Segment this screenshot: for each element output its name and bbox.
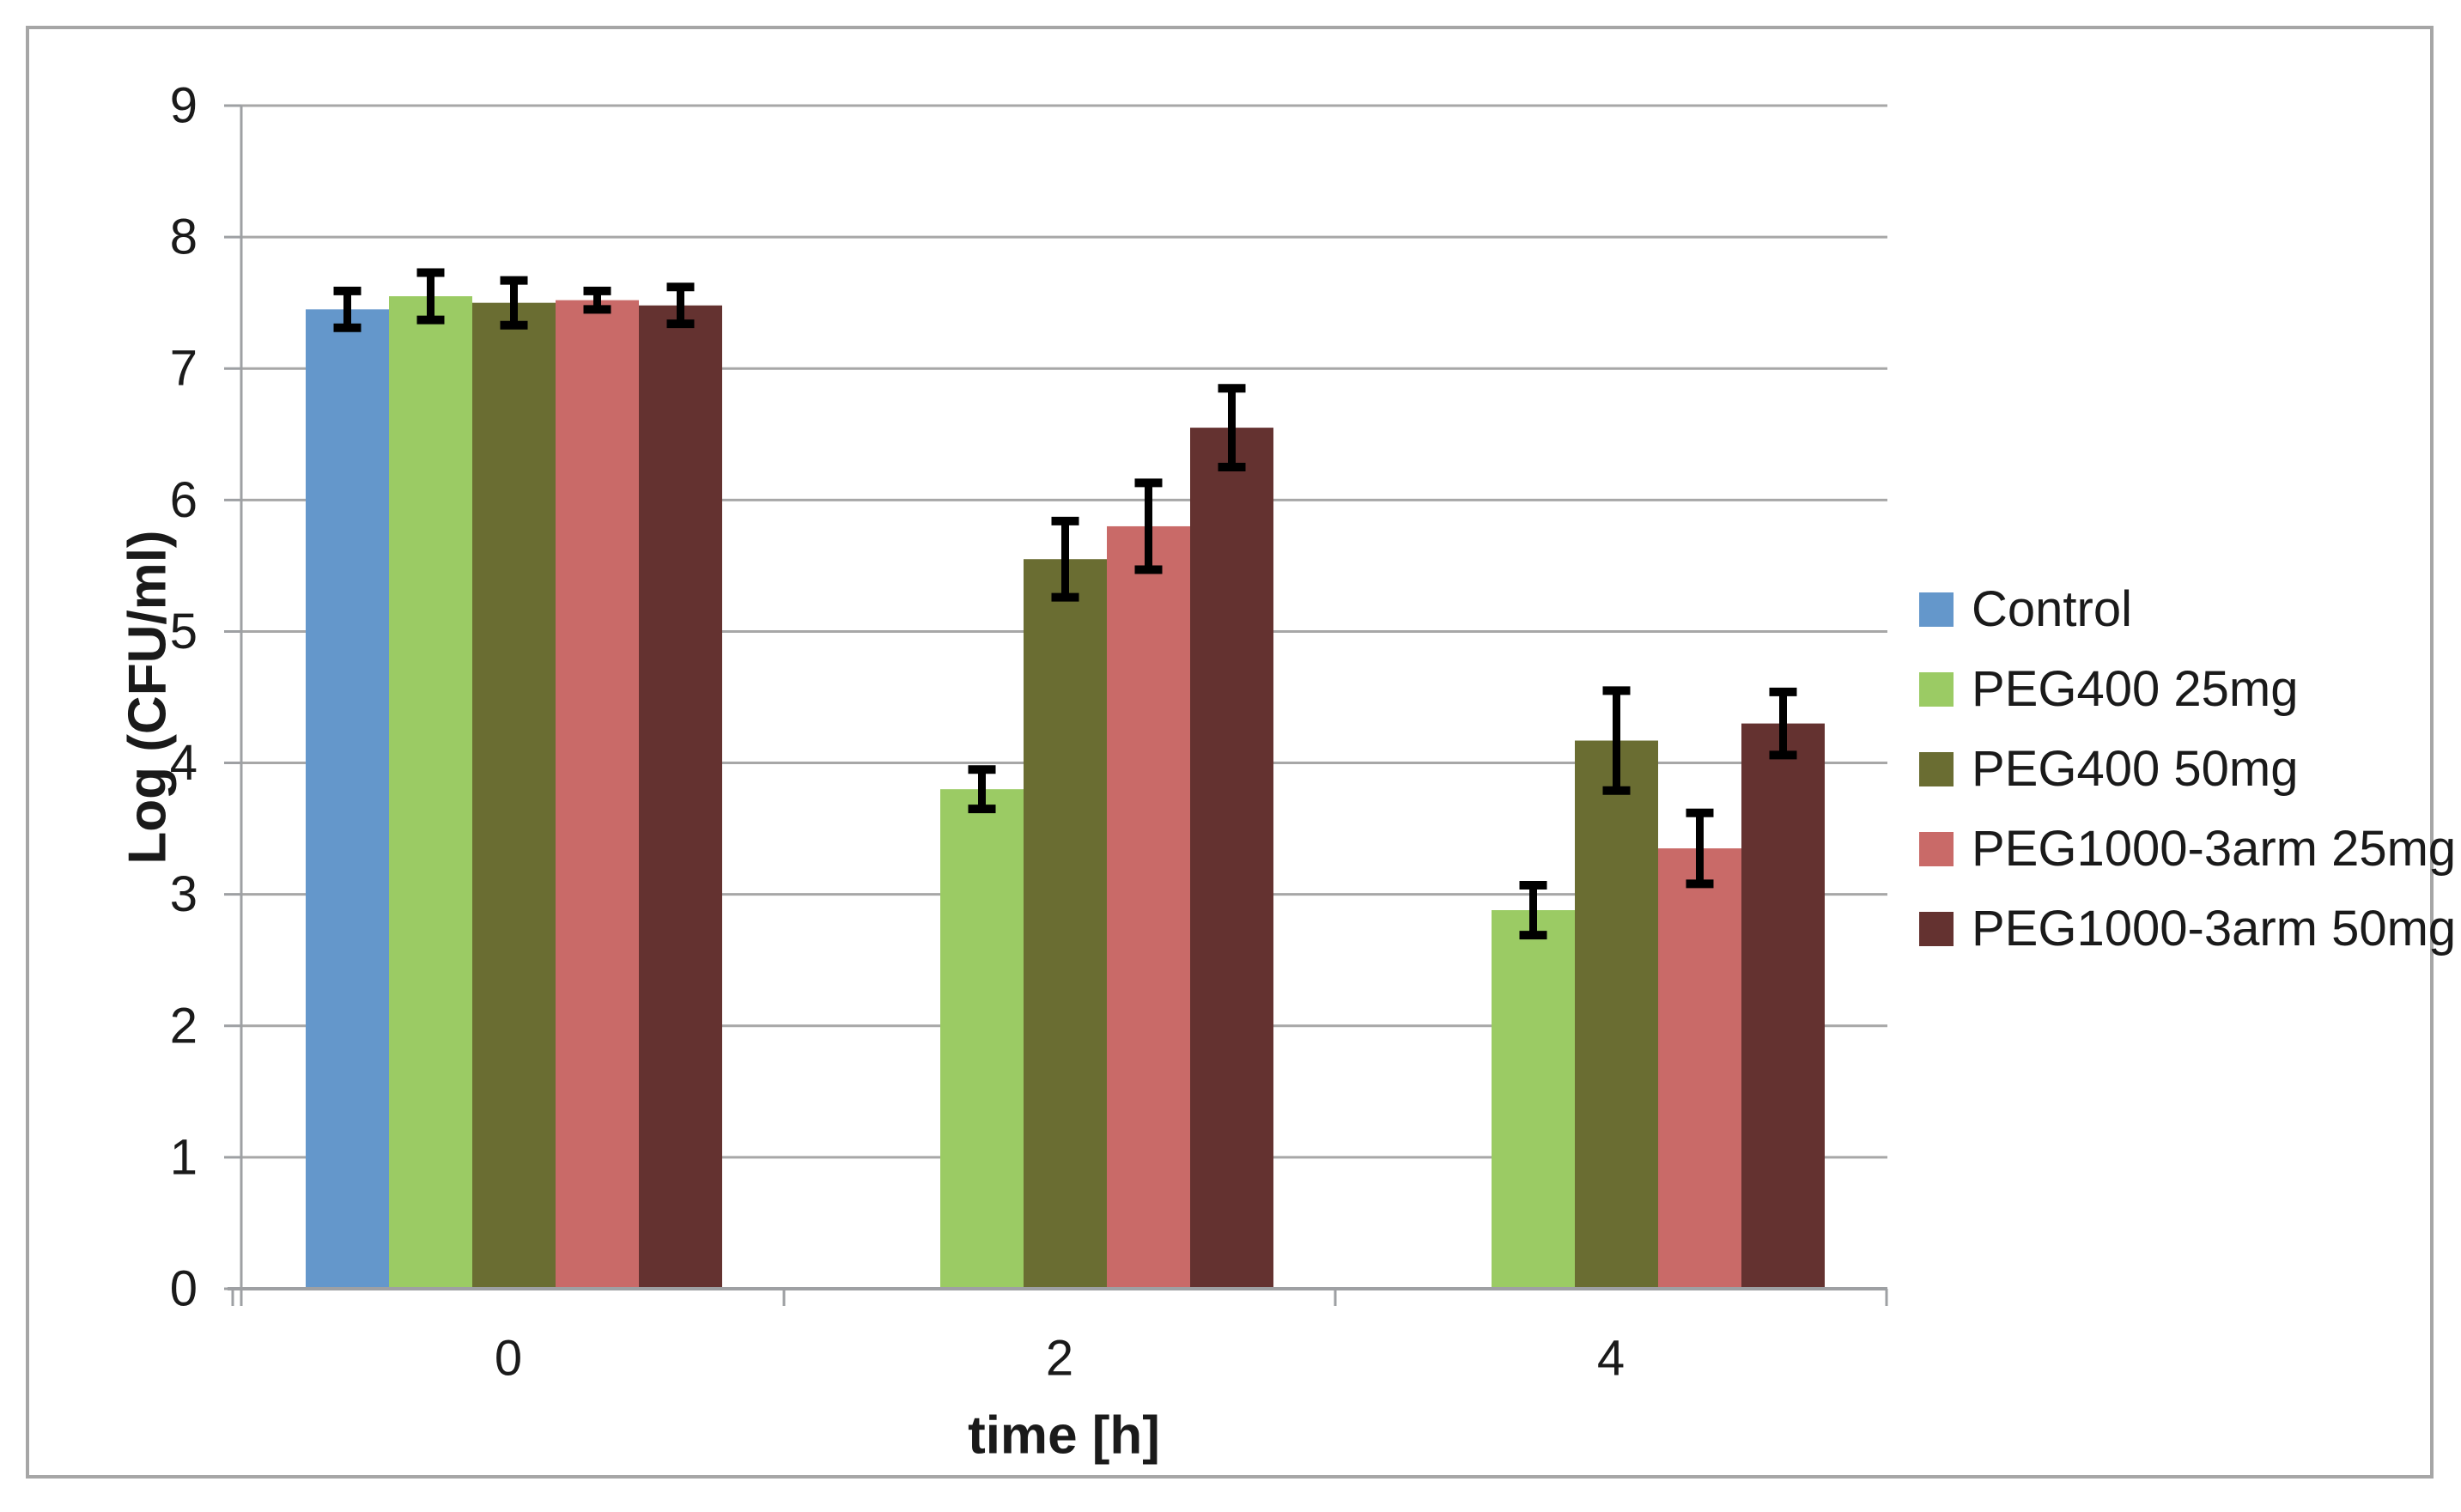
- y-tick-label: 8: [170, 209, 197, 265]
- bar-peg1000-3arm-25mg-t4: [1658, 848, 1741, 1289]
- y-tick-label: 3: [170, 866, 197, 922]
- legend-item: PEG400 50mg: [1919, 729, 2456, 809]
- x-tick-label: 4: [1597, 1331, 1625, 1387]
- bar-peg1000-3arm-50mg-t2: [1190, 428, 1273, 1290]
- legend-item: PEG1000-3arm 50mg: [1919, 889, 2456, 969]
- legend-label: PEG1000-3arm 50mg: [1972, 901, 2457, 956]
- y-tick-label: 1: [170, 1129, 197, 1185]
- y-tick-label: 7: [170, 341, 197, 397]
- legend-swatch: [1919, 831, 1954, 866]
- legend-label: PEG400 50mg: [1972, 741, 2299, 797]
- x-tick-label: 2: [1046, 1331, 1073, 1387]
- bar-control-t0: [306, 309, 389, 1289]
- legend-item: Control: [1919, 569, 2456, 649]
- y-tick-label: 2: [170, 998, 197, 1054]
- bar-peg1000-3arm-50mg-t4: [1741, 723, 1825, 1289]
- legend-swatch: [1919, 592, 1954, 627]
- legend-label: PEG1000-3arm 25mg: [1972, 821, 2457, 877]
- x-axis-title: time [h]: [968, 1406, 1160, 1466]
- legend-swatch: [1919, 751, 1954, 786]
- y-axis-title: Log (CFU/ml): [118, 530, 178, 865]
- bar-peg400-50mg-t4: [1575, 740, 1658, 1289]
- bar-peg400-50mg-t0: [472, 302, 556, 1290]
- y-tick-label: 9: [170, 78, 197, 134]
- bar-peg400-25mg-t0: [389, 296, 472, 1289]
- bar-peg1000-3arm-25mg-t2: [1107, 525, 1190, 1289]
- chart-outer-border: 0 1 2 3 4 5 6 7 8 9 0 2 4 Log (CFU/ml) time [h] Cont…: [26, 26, 2456, 1479]
- legend-label: PEG400 25mg: [1972, 661, 2299, 717]
- bar-peg400-25mg-t4: [1492, 910, 1575, 1289]
- legend-item: PEG400 25mg: [1919, 649, 2456, 729]
- y-tick-label: 4: [170, 735, 197, 791]
- legend-label: Control: [1972, 581, 2132, 637]
- bar-peg1000-3arm-50mg-t0: [639, 305, 722, 1289]
- y-tick-label: 6: [170, 472, 197, 528]
- legend-item: PEG1000-3arm 25mg: [1919, 809, 2456, 889]
- x-tick-label: 0: [495, 1331, 522, 1387]
- bar-peg1000-3arm-25mg-t0: [556, 300, 639, 1289]
- legend: Control PEG400 25mg PEG400 50mg PEG1000-3ar…: [1919, 569, 2456, 969]
- bar-chart-plot-area: 0 1 2 3 4 5 6 7 8 9 0 2 4: [170, 78, 1888, 1387]
- bar-peg400-25mg-t2: [940, 789, 1024, 1289]
- legend-swatch: [1919, 911, 1954, 946]
- legend-swatch: [1919, 671, 1954, 707]
- bar-peg400-50mg-t2: [1024, 559, 1107, 1289]
- y-tick-label: 5: [170, 604, 197, 659]
- y-tick-label: 0: [170, 1261, 197, 1317]
